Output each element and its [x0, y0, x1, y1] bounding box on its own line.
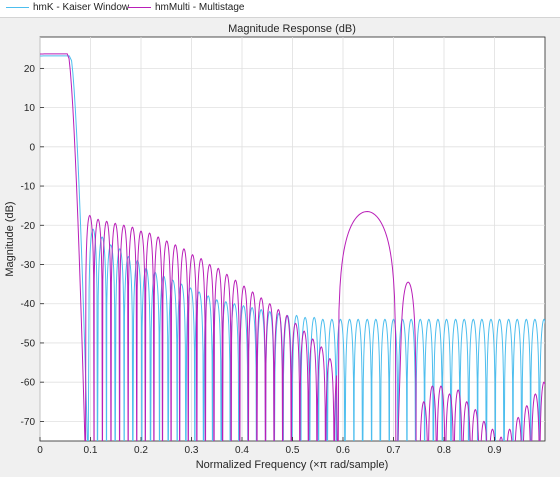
y-tick-label-2: 0 [29, 142, 35, 153]
y-tick-label-3: -10 [21, 182, 36, 193]
y-axis-label: Magnitude (dB) [4, 201, 16, 276]
legend-label-multistage: hmMulti - Multistage [155, 2, 245, 13]
x-tick-label-6: 0.6 [336, 445, 350, 456]
x-tick-label-1: 0.1 [84, 445, 98, 456]
legend: hmK - Kaiser Window hmMulti - Multistage [0, 0, 560, 18]
legend-swatch-multistage [128, 7, 151, 8]
y-tick-label-8: -60 [21, 378, 36, 389]
y-tick-label-5: -30 [21, 260, 36, 271]
x-tick-label-3: 0.3 [185, 445, 199, 456]
y-tick-label-4: -20 [21, 221, 36, 232]
y-axis-ticks: 20 10 0 -10 -20 -30 -40 -50 -60 -70 [21, 64, 44, 428]
x-tick-label-5: 0.5 [286, 445, 300, 456]
y-tick-label-9: -70 [21, 417, 36, 428]
x-tick-label-9: 0.9 [488, 445, 502, 456]
x-tick-label-8: 0.8 [437, 445, 451, 456]
x-tick-label-2: 0.2 [134, 445, 148, 456]
y-tick-label-0: 20 [24, 64, 36, 75]
x-tick-label-0: 0 [37, 445, 43, 456]
legend-label-kaiser: hmK - Kaiser Window [33, 2, 130, 13]
legend-swatch-kaiser [6, 7, 29, 8]
x-axis-ticks: 0 0.1 0.2 0.3 0.4 0.5 0.6 0.7 0.8 0.9 [37, 437, 502, 456]
y-tick-label-6: -40 [21, 299, 36, 310]
x-tick-label-7: 0.7 [387, 445, 401, 456]
series-line-multistage [40, 53, 545, 441]
legend-item-kaiser[interactable]: hmK - Kaiser Window [6, 2, 129, 13]
x-tick-label-4: 0.4 [235, 445, 249, 456]
legend-item-multistage[interactable]: hmMulti - Multistage [128, 2, 244, 13]
chart-title: Magnitude Response (dB) [228, 23, 356, 35]
x-axis-label: Normalized Frequency (×π rad/sample) [196, 459, 389, 471]
y-tick-label-1: 10 [24, 103, 36, 114]
series-line-kaiser [40, 55, 545, 441]
y-tick-label-7: -50 [21, 338, 36, 349]
